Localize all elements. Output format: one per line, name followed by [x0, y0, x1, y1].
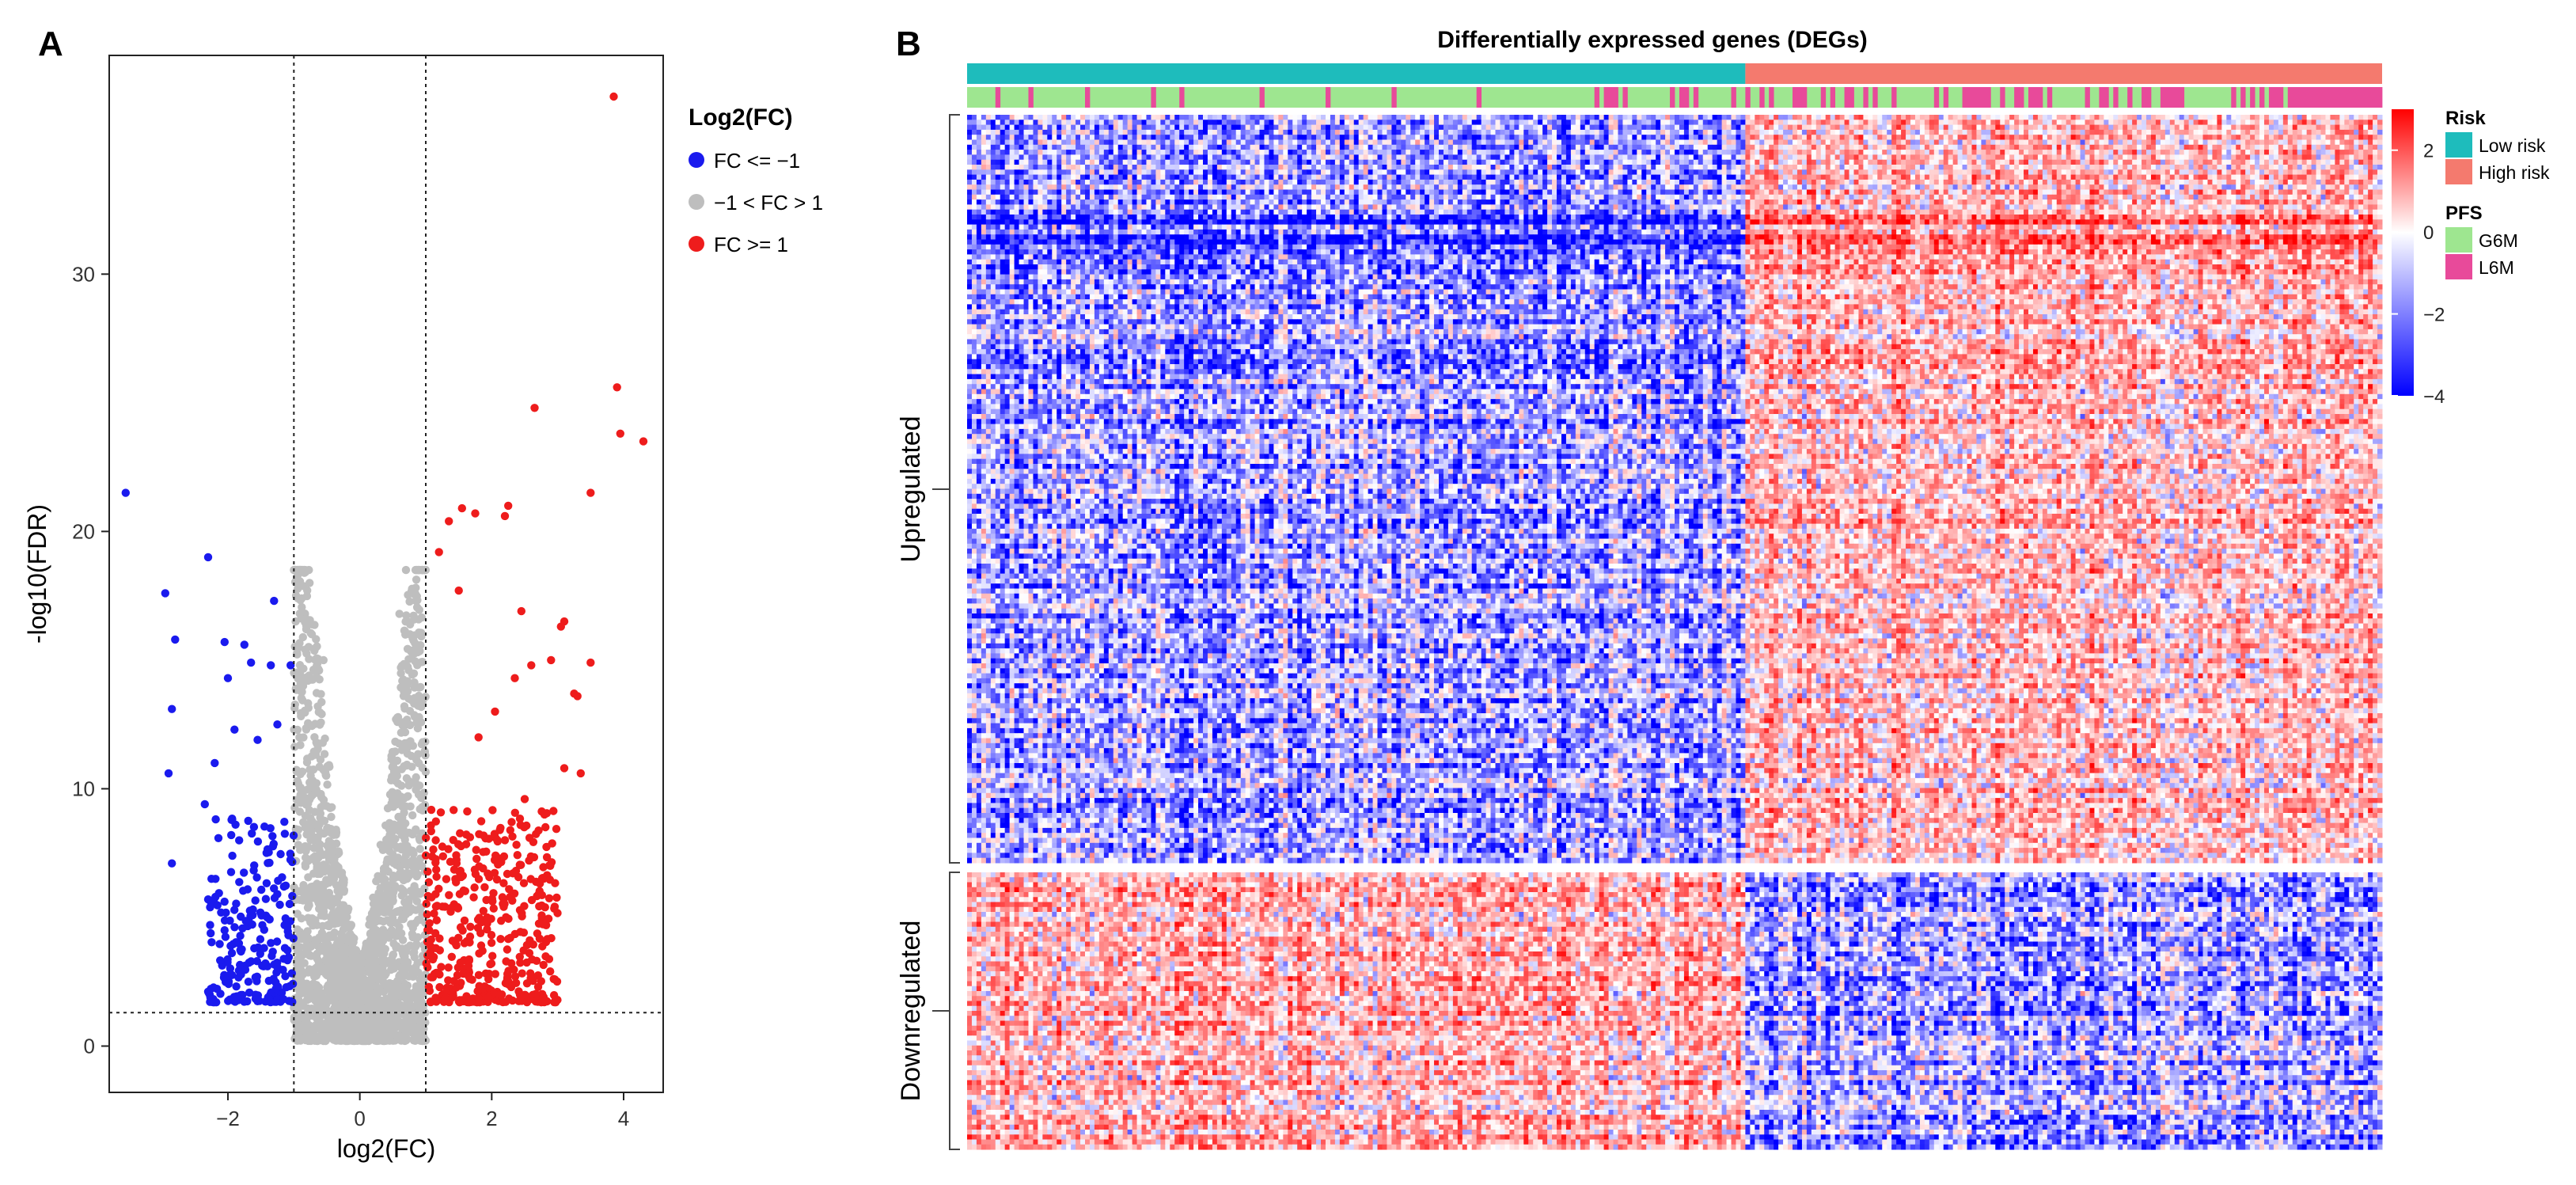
panel-a-label: A: [38, 25, 63, 63]
data-point: [412, 575, 420, 583]
data-point: [323, 781, 331, 788]
data-point: [312, 635, 320, 643]
series-1: [290, 566, 430, 1045]
figure: A −2 0 2 40102030 log2(FC) -log10(FDR) Log2…: [0, 0, 2576, 1185]
data-point: [416, 845, 424, 853]
volcano-points: [122, 93, 648, 1045]
data-point: [408, 811, 416, 819]
data-point: [305, 579, 313, 587]
